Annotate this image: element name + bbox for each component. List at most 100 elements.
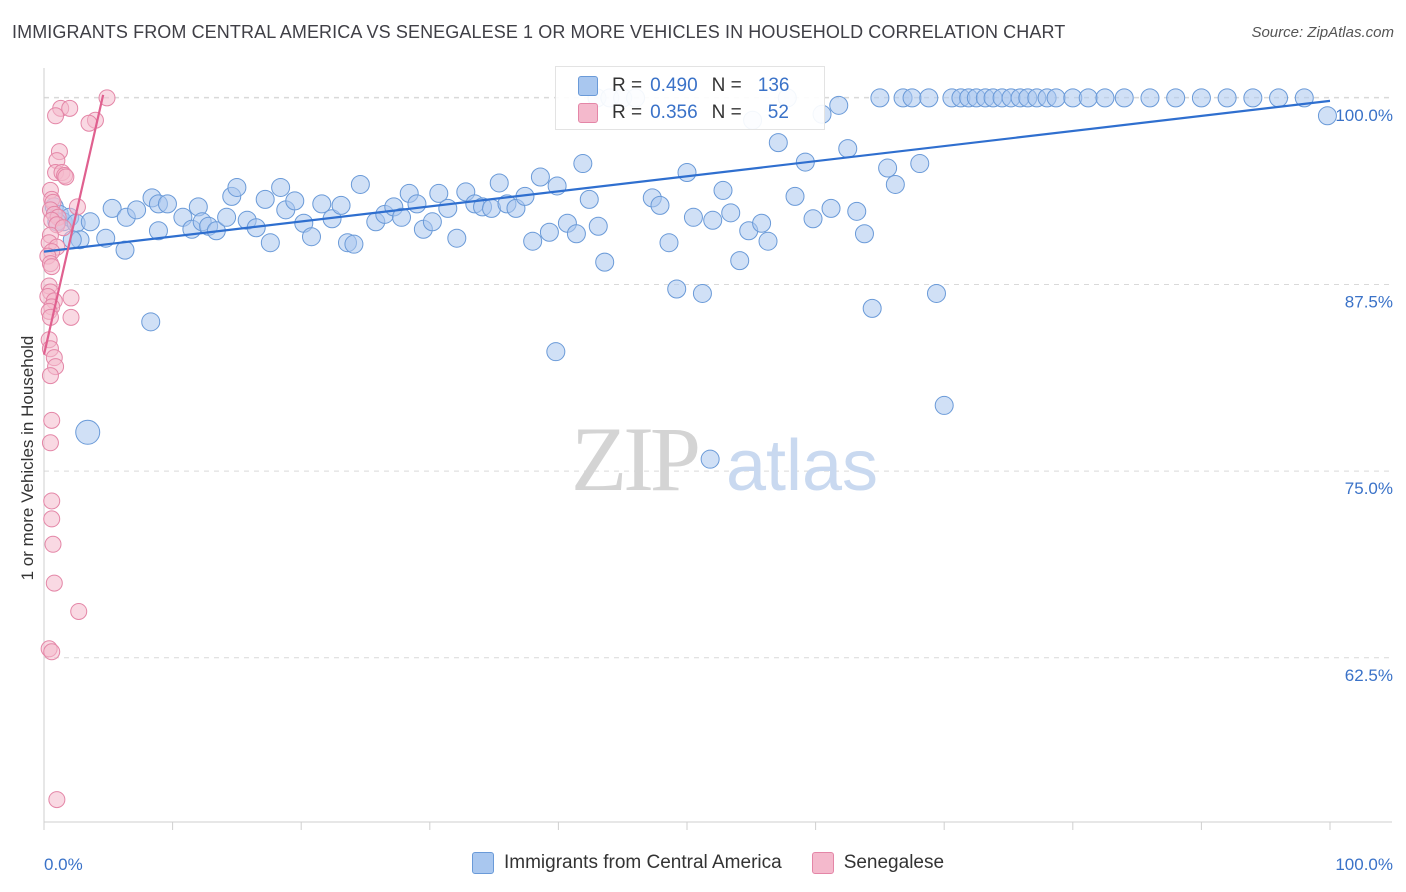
data-point-central-america [677,163,697,183]
data-point-central-america [595,252,615,272]
data-point-central-america [148,221,168,241]
data-point-central-america [260,233,280,253]
data-point-central-america [588,216,608,236]
n-value: 136 [757,75,790,96]
series-senegalese [39,89,116,809]
data-point-senegalese [57,168,75,186]
correlation-legend: R = 0.490 N = 136 R = 0.356 N = 52 [555,66,825,130]
r-label: R = [612,102,643,123]
blue-swatch-icon [472,852,494,874]
data-point-senegalese [41,434,59,452]
data-point-senegalese [54,219,72,237]
trendline-central-america [43,99,1331,253]
data-point-central-america [854,224,874,244]
data-point-central-america [80,212,100,232]
data-point-central-america [438,198,458,218]
data-point-central-america [102,198,122,218]
data-point-central-america [730,251,750,271]
data-point-central-america [1269,88,1289,108]
legend-item-central-america: Immigrants from Central America [472,852,782,874]
data-point-central-america [1317,106,1337,126]
legend-item-senegalese: Senegalese [811,852,945,874]
r-value: 0.490 [650,75,698,96]
data-point-senegalese [70,602,88,620]
data-point-central-america [703,210,723,230]
data-point-central-america [1078,88,1098,108]
legend-row-senegalese: R = 0.356 N = 52 [578,100,789,126]
data-point-central-america [758,231,778,251]
data-point-central-america [157,194,177,214]
data-point-central-america [1191,88,1211,108]
data-point-senegalese [45,574,63,592]
data-point-senegalese [48,791,66,809]
data-point-central-america [1217,88,1237,108]
data-point-senegalese [47,107,65,125]
data-point-central-america [713,180,733,200]
source-attribution: Source: ZipAtlas.com [1251,24,1394,41]
data-point-central-america [650,195,670,215]
data-point-central-america [523,231,543,251]
data-point-central-america [683,207,703,227]
data-point-central-america [829,95,849,115]
data-point-central-america [312,194,332,214]
data-point-central-america [785,186,805,206]
data-point-central-america [530,167,550,187]
data-point-central-america [803,209,823,229]
data-point-central-america [878,158,898,178]
data-point-central-america [838,139,858,159]
data-point-central-america [255,189,275,209]
data-point-central-america [271,177,291,197]
y-axis-label: 1 or more Vehicles in Household [18,335,37,581]
data-point-central-america [700,449,720,469]
data-point-central-america [392,207,412,227]
data-point-central-america [934,395,954,415]
data-point-central-america [1095,88,1115,108]
data-point-central-america [407,194,427,214]
data-point-central-america [910,154,930,174]
data-point-central-america [227,177,247,197]
data-point-central-america [344,234,364,254]
data-point-central-america [821,198,841,218]
data-point-central-america [1166,88,1186,108]
data-point-senegalese [43,492,61,510]
data-point-central-america [1046,88,1066,108]
y-tick-label: 75.0% [1345,479,1393,498]
data-point-central-america [1114,88,1134,108]
data-point-senegalese [43,258,61,276]
data-point-central-america [768,133,788,153]
watermark-zip: ZIP [571,408,698,510]
data-point-central-america [1243,88,1263,108]
data-point-senegalese [41,367,59,385]
data-point-central-america [96,228,116,248]
data-point-central-america [870,88,890,108]
data-point-central-america [926,283,946,303]
data-point-central-america [422,212,442,232]
data-point-central-america [546,342,566,362]
data-point-senegalese [62,308,80,326]
data-point-central-america [331,195,351,215]
y-tick-label: 62.5% [1345,666,1393,685]
legend-label: Senegalese [843,852,945,873]
data-point-central-america [885,174,905,194]
pink-swatch-icon [811,852,834,874]
data-point-central-america [847,201,867,221]
data-point-senegalese [44,535,62,553]
data-point-central-america [429,183,449,203]
data-point-central-america [141,312,161,332]
n-label: N = [711,102,742,123]
watermark-atlas: atlas [726,426,878,506]
data-point-central-america [659,233,679,253]
data-point-senegalese [98,89,116,107]
chart-title: IMMIGRANTS FROM CENTRAL AMERICA VS SENEG… [12,22,1066,42]
data-point-central-america [127,200,147,220]
data-point-central-america [902,88,922,108]
watermark: ZIP atlas [571,408,878,510]
tick-labels: 62.5% 75.0% 87.5% 100.0% 0.0% 100.0% [44,106,1393,874]
data-point-central-america [75,419,101,445]
blue-swatch-icon [578,76,598,96]
data-point-senegalese [43,643,61,661]
trendlines [42,94,1331,355]
legend-row-central-america: R = 0.490 N = 136 [578,73,789,99]
data-point-central-america [752,213,772,233]
y-tick-label: 100.0% [1335,106,1393,125]
